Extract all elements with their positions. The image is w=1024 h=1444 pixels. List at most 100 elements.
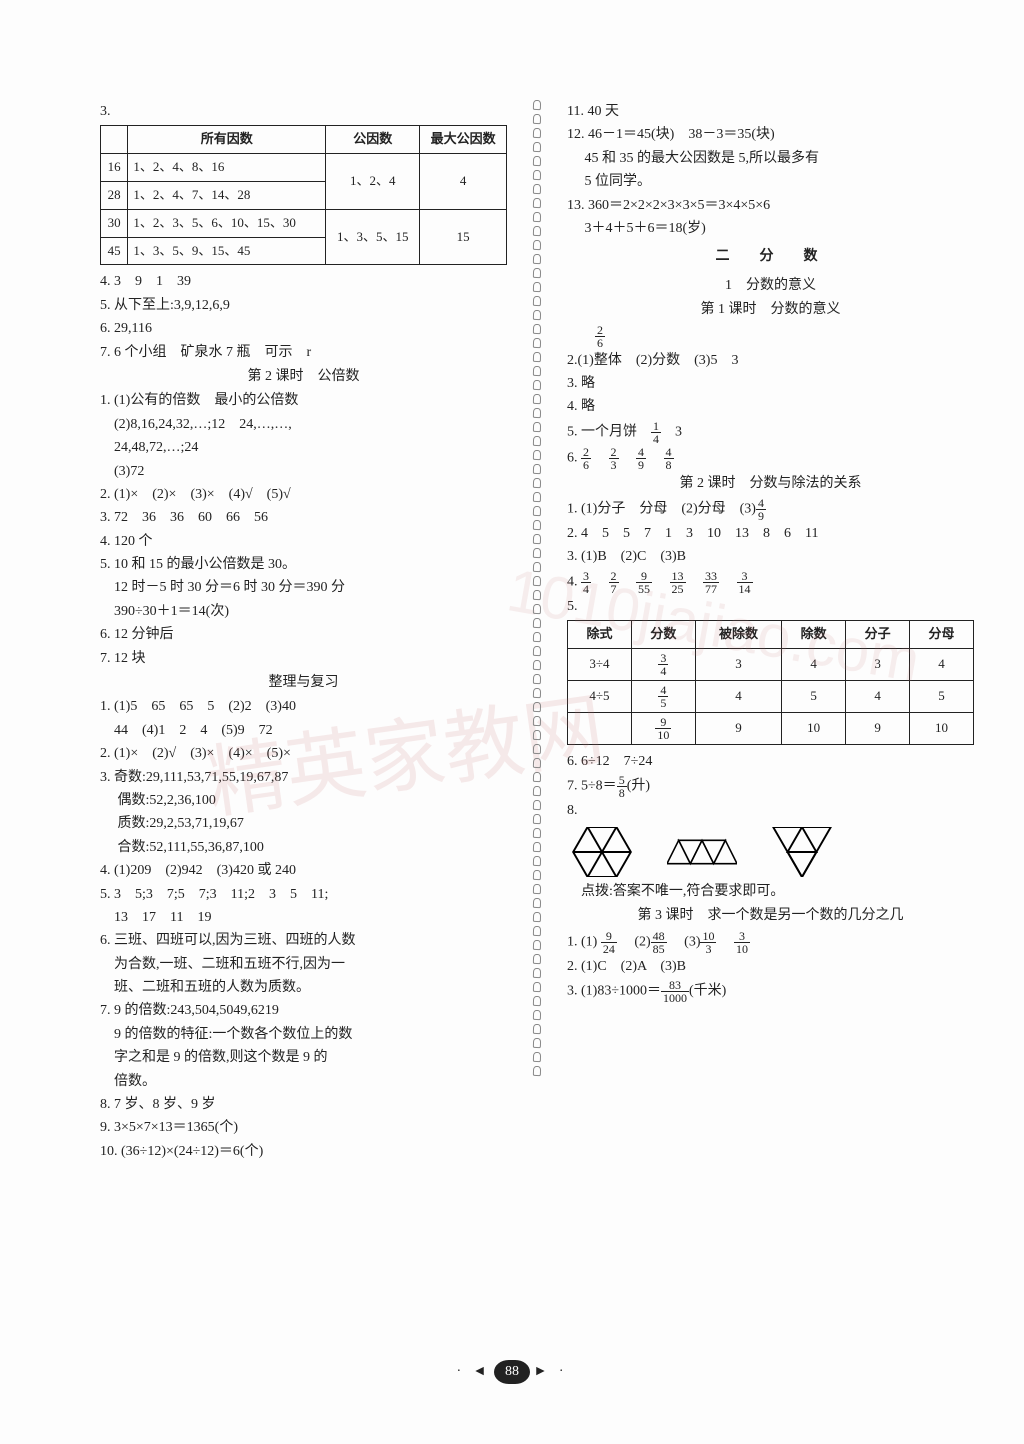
answer-line: 点拨:答案不唯一,符合要求即可。: [567, 881, 974, 903]
footer-deco-left: · ◄: [456, 1364, 490, 1379]
answer-line: 1. (1)分子 分母 (2)分母 (3)49: [567, 497, 974, 522]
cell: 10: [782, 713, 846, 745]
cell-n: 30: [101, 209, 128, 237]
table-row: 4÷5 45 4 5 4 5: [568, 681, 974, 713]
answer-line: 9. 3×5×7×13＝1365(个): [100, 1117, 507, 1139]
answer-line: 3. 72 36 36 60 66 56: [100, 507, 507, 529]
column-divider: for(let i=0;i<70;i++)document.write('<di…: [527, 100, 547, 1164]
fraction: 49: [756, 497, 766, 522]
text: (3): [670, 934, 700, 949]
cell: 4÷5: [568, 681, 632, 713]
th: 分母: [910, 621, 974, 649]
fraction: 34: [581, 570, 591, 595]
fraction: 103: [700, 930, 716, 955]
unit-title: 二 分 数: [567, 246, 974, 268]
th: 分子: [846, 621, 910, 649]
answer-line: 为合数,一班、二班和五班不行,因为一: [100, 954, 507, 976]
answer-line: 7. 5÷8＝58(升): [567, 774, 974, 799]
cell-factors: 1、2、3、5、6、10、15、30: [128, 209, 326, 237]
answer-line: 12. 46－1＝45(块) 38－3＝35(块): [567, 124, 974, 146]
text: (2): [620, 934, 650, 949]
page-footer: · ◄ 88 ► ·: [0, 1360, 1024, 1384]
answer-line: 6. 12 分钟后: [100, 624, 507, 646]
left-column: 3. 所有因数 公因数 最大公因数 16 1、2、4、8、16 1、2、4 4 …: [100, 100, 517, 1164]
answer-line: 2. 4 5 5 7 1 3 10 13 8 6 11: [567, 523, 974, 545]
cell: 4: [782, 649, 846, 681]
th-common: 公因数: [326, 126, 420, 154]
answer-line: 倍数。: [100, 1071, 507, 1093]
answer-line: 合数:52,111,55,36,87,100: [100, 837, 507, 859]
topic-title: 1 分数的意义: [567, 275, 974, 297]
answer-line: 5. 一个月饼 14 3: [567, 420, 974, 445]
q3-label: 3.: [100, 101, 507, 123]
answer-line: 2.(1)整体 (2)分数 (3)5 3: [567, 350, 974, 372]
cell: 10: [910, 713, 974, 745]
cell: 3: [846, 649, 910, 681]
cell-factors: 1、3、5、9、15、45: [128, 237, 326, 265]
answer-line: 字之和是 9 的倍数,则这个数是 9 的: [100, 1047, 507, 1069]
hexagon-icon: [567, 827, 637, 877]
cell-frac: 45: [631, 681, 695, 713]
fraction: 14: [651, 420, 661, 445]
cell-n: 45: [101, 237, 128, 265]
fraction: 314: [737, 570, 753, 595]
answer-line: (2)8,16,24,32,…;12 24,…,…,: [100, 414, 507, 436]
table-header-row: 所有因数 公因数 最大公因数: [101, 126, 507, 154]
answer-line: 1. (1)公有的倍数 最小的公倍数: [100, 390, 507, 412]
answer-line: 13. 360＝2×2×2×3×3×5＝3×4×5×6: [567, 195, 974, 217]
answer-line: 2. (1)× (2)× (3)× (4)√ (5)√: [100, 484, 507, 506]
answer-line: 4. 3 9 1 39: [100, 271, 507, 293]
answer-line: 4. 34 27 955 1325 3377 314: [567, 570, 974, 595]
table-row: 3÷4 34 3 4 3 4: [568, 649, 974, 681]
text: 5. 一个月饼: [567, 424, 651, 439]
answer-line: 10. (36÷12)×(24÷12)＝6(个): [100, 1141, 507, 1163]
answer-line: 3. 奇数:29,111,53,71,55,19,67,87: [100, 767, 507, 789]
text: 1. (1): [567, 934, 597, 949]
text: 3: [661, 424, 682, 439]
cell: 3÷4: [568, 649, 632, 681]
answer-line: 9 的倍数的特征:一个数各个数位上的数: [100, 1024, 507, 1046]
answer-line: 6. 6÷12 7÷24: [567, 751, 974, 773]
cell: 9: [846, 713, 910, 745]
cell: 4: [846, 681, 910, 713]
lesson-title: 第 1 课时 分数的意义: [567, 299, 974, 321]
text: 6.: [567, 450, 581, 465]
cell: 4: [695, 681, 781, 713]
text: (升): [627, 779, 650, 794]
cell-cf: 1、2、4: [326, 154, 420, 210]
fraction: 26: [595, 324, 605, 349]
page-container: 3. 所有因数 公因数 最大公因数 16 1、2、4、8、16 1、2、4 4 …: [0, 0, 1024, 1204]
cell-n: 16: [101, 154, 128, 182]
lesson-title: 第 2 课时 分数与除法的关系: [567, 473, 974, 495]
answer-line: 5. 从下至上:3,9,12,6,9: [100, 295, 507, 317]
answer-line: 质数:29,2,53,71,19,67: [100, 813, 507, 835]
lesson-title: 第 2 课时 公倍数: [100, 366, 507, 388]
answer-line: 4. 略: [567, 396, 974, 418]
cell-cf: 1、3、5、15: [326, 209, 420, 265]
fraction: 4885: [651, 930, 667, 955]
page-number-badge: 88: [494, 1360, 530, 1384]
answer-line: 6. 26 23 49 48: [567, 446, 974, 471]
answer-line: 8. 7 岁、8 岁、9 岁: [100, 1094, 507, 1116]
table-row: 910 9 10 9 10: [568, 713, 974, 745]
shape-row: [567, 827, 974, 877]
text: (千米): [689, 984, 726, 999]
cell: 5: [782, 681, 846, 713]
lesson-title: 第 3 课时 求一个数是另一个数的几分之几: [567, 905, 974, 927]
table-row: 30 1、2、3、5、6、10、15、30 1、3、5、15 15: [101, 209, 507, 237]
inverted-triangle-icon: [767, 827, 837, 877]
answer-line: 5. 10 和 15 的最小公倍数是 30。: [100, 554, 507, 576]
answer-line: 7. 12 块: [100, 648, 507, 670]
cell-factors: 1、2、4、8、16: [128, 154, 326, 182]
fraction: 58: [617, 774, 627, 799]
th: 分数: [631, 621, 695, 649]
answer-line: 6. 29,116: [100, 318, 507, 340]
answer-line: 2. (1)× (2)√ (3)× (4)× (5)×: [100, 743, 507, 765]
fraction: 1325: [670, 570, 686, 595]
cell: [568, 713, 632, 745]
q5-table: 除式 分数 被除数 除数 分子 分母 3÷4 34 3 4 3 4 4÷5 45…: [567, 620, 974, 745]
fraction: 955: [636, 570, 652, 595]
fraction: 3377: [703, 570, 719, 595]
answer-line: 13 17 11 19: [100, 907, 507, 929]
answer-line: 2. (1)C (2)A (3)B: [567, 956, 974, 978]
